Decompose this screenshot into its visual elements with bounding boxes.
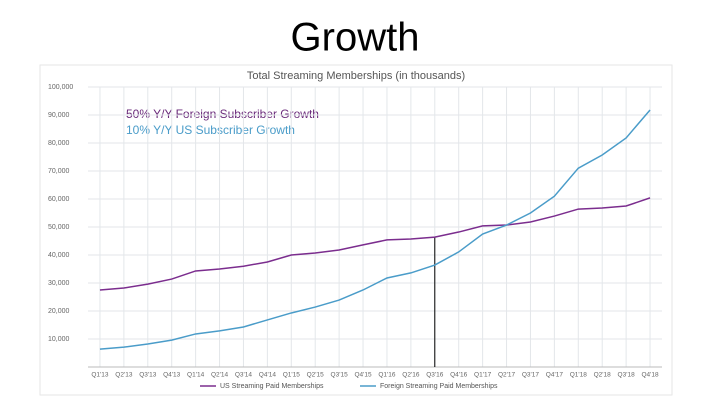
x-tick-label: Q2'13: [115, 372, 133, 379]
x-tick-label: Q3'15: [331, 372, 349, 379]
x-tick-label: Q3'17: [522, 372, 540, 379]
slide-title: Growth: [291, 16, 420, 60]
x-tick-label: Q4'18: [641, 372, 659, 379]
x-tick-label: Q4'13: [163, 372, 181, 379]
x-tick-label: Q3'14: [235, 372, 253, 379]
x-tick-label: Q3'13: [139, 372, 157, 379]
y-tick-label: 10,000: [48, 336, 70, 343]
y-tick-label: 80,000: [48, 140, 70, 147]
series-line: [99, 109, 651, 350]
x-tick-label: Q4'16: [450, 372, 468, 379]
y-tick-label: 90,000: [48, 112, 70, 119]
series-line: [99, 197, 651, 291]
x-tick-label: Q1'16: [378, 372, 396, 379]
plot: 10,000 20,000 30,000 40,000 50,000 60,000 70,0…: [48, 84, 662, 390]
legend-label: Foreign Streaming Paid Memberships: [380, 383, 498, 390]
x-tick-label: Q1'14: [187, 372, 205, 379]
y-tick-label: 40,000: [48, 252, 70, 259]
x-tick-label: Q4'14: [259, 372, 277, 379]
y-tick-label: 20,000: [48, 308, 70, 315]
x-tick-label: Q1'13: [91, 372, 109, 379]
x-tick-label: Q1'15: [283, 372, 301, 379]
x-tick-label: Q4'17: [546, 372, 564, 379]
x-tick-label: Q2'17: [498, 372, 516, 379]
x-tick-label: Q1'18: [570, 372, 588, 379]
chart-title: Total Streaming Memberships (in thousand…: [247, 70, 465, 82]
y-tick-label: 50,000: [48, 224, 70, 231]
x-tick-label: Q2'15: [307, 372, 325, 379]
x-tick-label: Q4'15: [354, 372, 372, 379]
x-tick-label: Q3'16: [426, 372, 444, 379]
y-tick-label: 70,000: [48, 168, 70, 175]
annotation: 50% Y/Y Foreign Subscriber Growth: [126, 107, 319, 121]
y-tick-label: 60,000: [48, 196, 70, 203]
annotation: 10% Y/Y US Subscriber Growth: [126, 123, 295, 137]
chart-frame: [39, 64, 673, 396]
x-tick-label: Q3'18: [618, 372, 636, 379]
y-tick-label: 30,000: [48, 280, 70, 287]
x-tick-label: Q1'17: [474, 372, 492, 379]
legend-label: US Streaming Paid Memberships: [220, 383, 324, 390]
x-tick-label: Q2'18: [594, 372, 612, 379]
y-tick-label: 100,000: [48, 84, 73, 91]
x-tick-label: Q2'14: [211, 372, 229, 379]
x-tick-label: Q2'16: [402, 372, 420, 379]
